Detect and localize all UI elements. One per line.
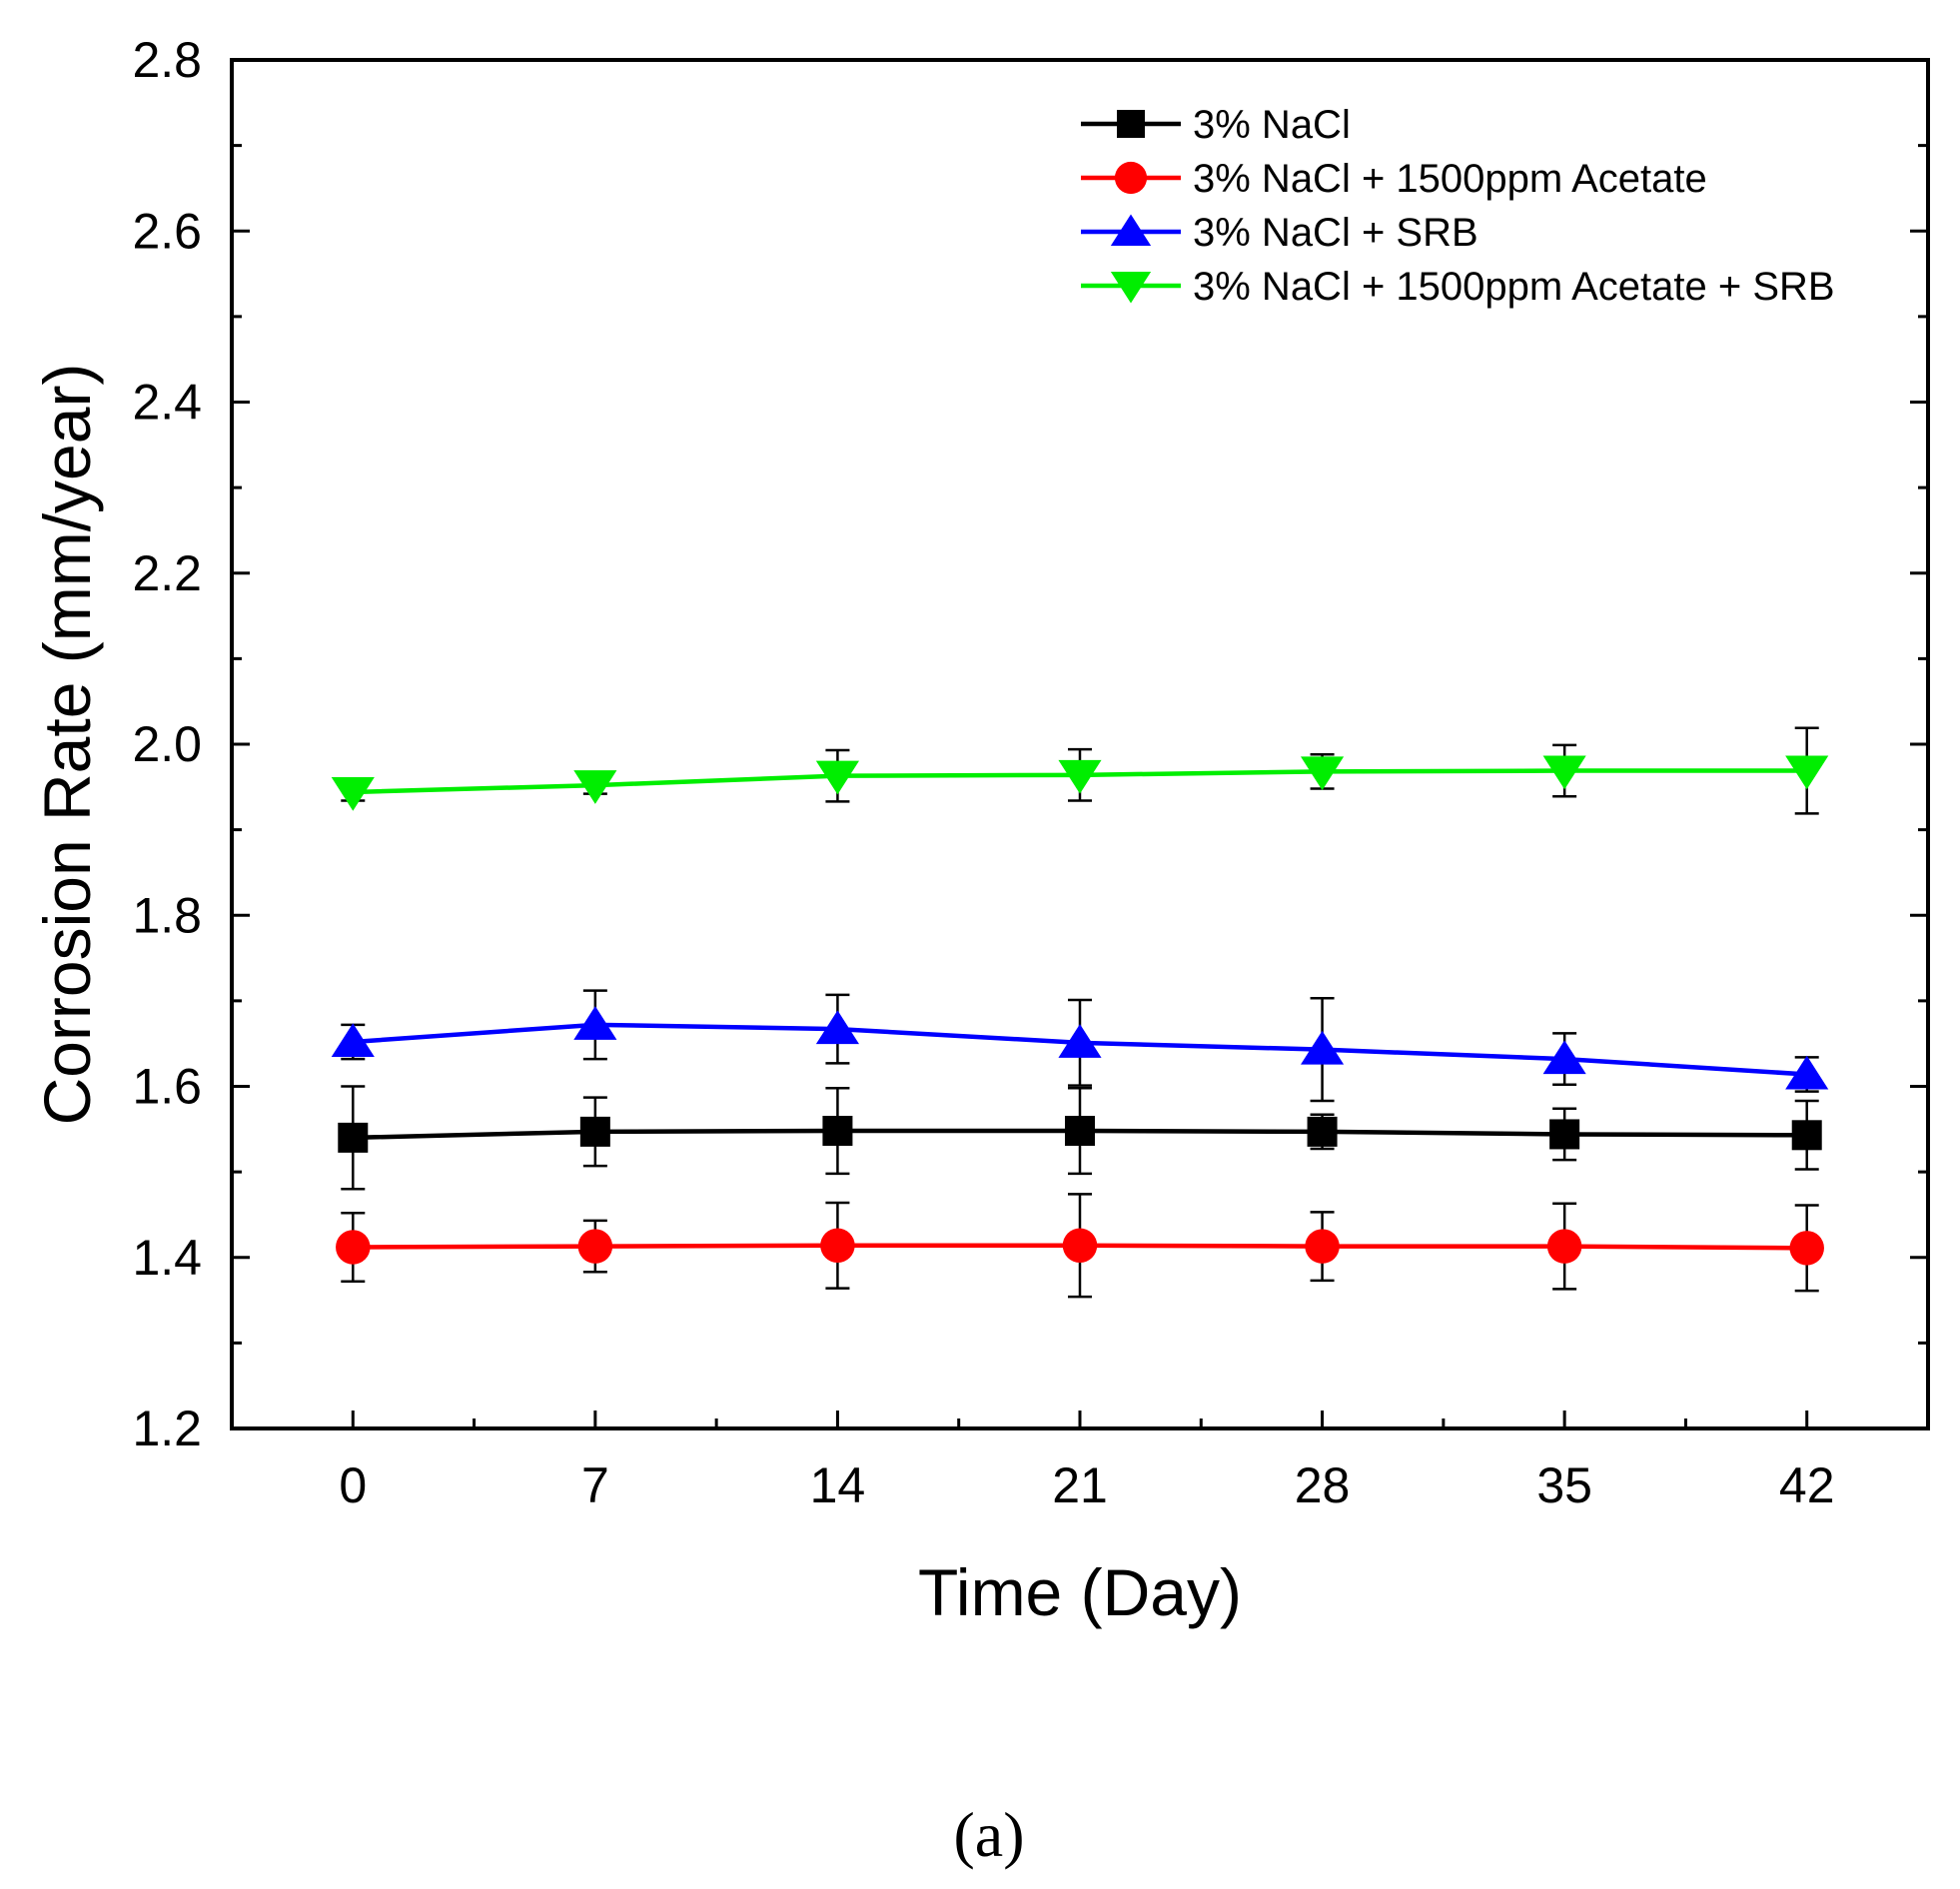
marker-square xyxy=(338,1122,369,1153)
legend-item-3: 3% NaCl + 1500ppm Acetate + SRB xyxy=(1081,265,1835,309)
x-tick-label: 21 xyxy=(1052,1457,1108,1513)
marker-square xyxy=(579,1116,610,1147)
y-tick-label: 2.0 xyxy=(132,716,202,772)
marker-triangle-up xyxy=(1110,214,1152,246)
marker-triangle-up xyxy=(1542,1040,1586,1075)
marker-circle xyxy=(1305,1229,1340,1264)
marker-triangle-up xyxy=(1301,1030,1345,1065)
marker-square xyxy=(1549,1119,1580,1150)
series-0 xyxy=(338,1085,1822,1191)
y-tick-label: 2.2 xyxy=(132,545,202,601)
x-tick-label: 42 xyxy=(1779,1457,1835,1513)
figure-caption: (a) xyxy=(953,1799,1024,1870)
x-tick-label: 14 xyxy=(810,1457,866,1513)
marker-square xyxy=(1791,1120,1822,1151)
y-tick-label: 1.6 xyxy=(132,1059,202,1115)
legend-label: 3% NaCl + SRB xyxy=(1193,211,1478,255)
x-axis-title: Time (Day) xyxy=(918,1555,1242,1629)
y-tick-label: 1.4 xyxy=(132,1230,202,1286)
marker-square xyxy=(1117,110,1145,138)
legend-label: 3% NaCl xyxy=(1193,103,1351,147)
y-tick-label: 1.8 xyxy=(132,887,202,943)
legend: 3% NaCl 3% NaCl + 1500ppm Acetate 3% NaCl … xyxy=(1081,103,1835,309)
marker-square xyxy=(822,1116,853,1147)
y-tick-label: 2.6 xyxy=(132,203,202,259)
marker-circle xyxy=(1114,161,1148,195)
axis-ticks xyxy=(232,58,1928,1430)
marker-triangle-down xyxy=(815,760,859,795)
y-tick-labels: 1.2 1.4 1.6 1.8 2.0 2.2 2.4 2.6 2.8 xyxy=(132,32,202,1456)
marker-triangle-up xyxy=(815,1010,859,1045)
marker-triangle-down xyxy=(1058,759,1102,794)
legend-label: 3% NaCl + 1500ppm Acetate xyxy=(1193,157,1707,201)
series-1 xyxy=(336,1193,1824,1299)
marker-triangle-down xyxy=(1542,755,1586,790)
x-tick-label: 28 xyxy=(1295,1457,1351,1513)
legend-label: 3% NaCl + 1500ppm Acetate + SRB xyxy=(1193,265,1835,309)
marker-triangle-down xyxy=(1785,755,1829,790)
marker-triangle-down xyxy=(1110,272,1152,304)
y-tick-label: 1.2 xyxy=(132,1401,202,1456)
legend-item-2: 3% NaCl + SRB xyxy=(1081,211,1478,255)
y-tick-label: 2.4 xyxy=(132,375,202,431)
marker-triangle-down xyxy=(573,770,617,804)
y-axis-title: Corrosion Rate (mm/year) xyxy=(30,364,104,1126)
series-2 xyxy=(331,989,1829,1103)
series-3 xyxy=(331,726,1829,815)
marker-triangle-up xyxy=(573,1006,617,1040)
marker-triangle-down xyxy=(331,776,375,811)
y-tick-label: 2.8 xyxy=(132,32,202,88)
x-tick-labels: 0 7 14 21 28 35 42 xyxy=(339,1457,1834,1513)
marker-triangle-up xyxy=(1785,1055,1829,1090)
marker-triangle-down xyxy=(1301,756,1345,791)
x-tick-label: 35 xyxy=(1536,1457,1592,1513)
marker-triangle-up xyxy=(331,1023,375,1057)
marker-circle xyxy=(1062,1228,1098,1264)
marker-circle xyxy=(1789,1231,1824,1266)
x-tick-label: 0 xyxy=(339,1457,367,1513)
marker-circle xyxy=(577,1229,613,1264)
marker-square xyxy=(1065,1116,1095,1147)
marker-triangle-up xyxy=(1058,1024,1102,1058)
marker-square xyxy=(1307,1116,1338,1147)
marker-circle xyxy=(820,1228,855,1264)
x-tick-label: 7 xyxy=(581,1457,609,1513)
legend-item-0: 3% NaCl xyxy=(1081,103,1351,147)
series-layer xyxy=(331,726,1829,1299)
marker-circle xyxy=(1546,1229,1582,1264)
legend-item-1: 3% NaCl + 1500ppm Acetate xyxy=(1081,157,1707,201)
marker-circle xyxy=(336,1230,371,1265)
